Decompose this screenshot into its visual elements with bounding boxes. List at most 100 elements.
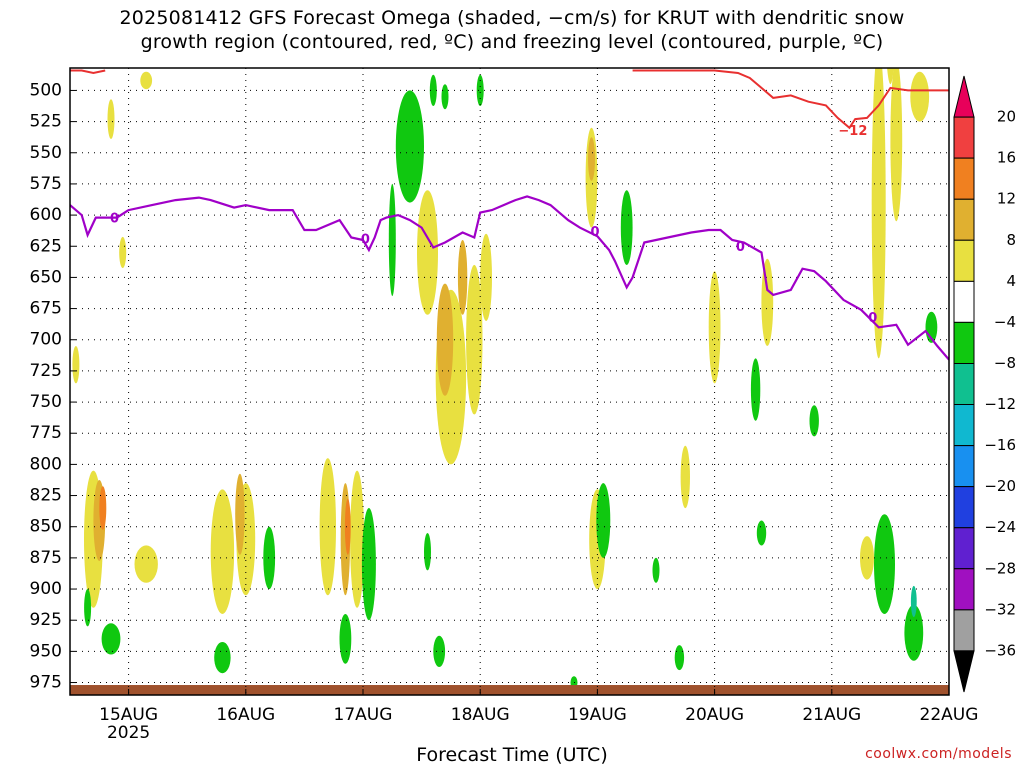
omega-cell-neg8 — [910, 585, 917, 618]
omega-cell-4 — [890, 68, 903, 222]
y-tick-label: 775 — [30, 423, 62, 443]
x-axis-title: Forecast Time (UTC) — [416, 744, 608, 766]
colorbar-swatch — [953, 527, 975, 570]
omega-cell-8 — [588, 137, 595, 181]
colorbar-label: −4 — [994, 313, 1016, 331]
terrain-strip — [70, 685, 949, 695]
omega-cell-4 — [140, 71, 153, 90]
omega-cell-neg4 — [429, 74, 437, 106]
omega-cell-4 — [319, 458, 336, 596]
y-tick-label: 825 — [30, 486, 62, 506]
omega-cell-neg4 — [476, 74, 484, 106]
omega-cell-neg4 — [424, 533, 431, 571]
omega-cell-neg4 — [750, 358, 761, 421]
omega-cell-8 — [235, 473, 245, 555]
x-tick-year: 2025 — [107, 723, 150, 743]
omega-cell-neg4 — [674, 645, 685, 671]
omega-cell-4 — [480, 233, 492, 321]
omega-cell-neg4 — [596, 483, 611, 558]
omega-cell-4 — [761, 258, 774, 346]
freezing-level-line — [70, 195, 949, 361]
colorbar-label: −28 — [984, 559, 1016, 577]
colorbar-label: −12 — [984, 395, 1016, 413]
omega-cell-4 — [466, 264, 483, 415]
omega-cell-neg4 — [214, 642, 231, 674]
colorbar-swatch — [953, 280, 975, 323]
x-tick-label: 21AUG — [802, 705, 861, 725]
colorbar-swatch — [953, 486, 975, 529]
plot-frame — [69, 67, 950, 696]
y-tick-label: 850 — [30, 517, 62, 537]
colorbar-swatch — [953, 239, 975, 282]
colorbar-swatch — [953, 609, 975, 652]
omega-cell-4 — [708, 271, 721, 384]
colorbar-label: 8 — [1006, 231, 1016, 249]
colorbar-swatch — [953, 75, 975, 118]
y-tick-label: 875 — [30, 548, 62, 568]
colorbar-swatch — [953, 445, 975, 488]
omega-cell-4 — [417, 190, 438, 315]
omega-cell-8 — [436, 283, 454, 396]
x-tick-label: 19AUG — [568, 705, 627, 725]
omega-cell-neg4 — [84, 589, 92, 627]
omega-cell-4 — [134, 545, 158, 583]
omega-cell-4 — [860, 536, 874, 580]
y-tick-label: 750 — [30, 392, 62, 412]
omega-cell-neg4 — [361, 507, 376, 621]
freezing-level-label: 0 — [110, 211, 119, 226]
omega-cell-neg4 — [904, 604, 924, 661]
colorbar-label: −20 — [984, 477, 1016, 495]
dgz-contour-line — [632, 69, 949, 130]
colorbar-label: −36 — [984, 641, 1016, 659]
y-tick-label: 700 — [30, 330, 62, 350]
y-tick-label: 575 — [30, 174, 62, 194]
omega-cell-neg4 — [756, 520, 767, 546]
y-tick-label: 525 — [30, 112, 62, 132]
contours — [70, 69, 949, 361]
x-tick-label: 20AUG — [685, 705, 744, 725]
omega-cell-neg4 — [441, 84, 449, 110]
x-tick-label: 16AUG — [216, 705, 275, 725]
omega-shading — [72, 68, 938, 689]
x-tick-label: 17AUG — [334, 705, 393, 725]
y-tick-label: 600 — [30, 205, 62, 225]
dgz-contour-line — [70, 69, 106, 75]
y-tick-label: 650 — [30, 267, 62, 287]
y-tick-label: 675 — [30, 299, 62, 319]
chart-title-line2: growth region (contoured, red, ºC) and f… — [140, 31, 884, 53]
omega-cell-neg4 — [652, 557, 660, 583]
colorbar-label: 4 — [1006, 272, 1016, 290]
x-tick-label: 22AUG — [920, 705, 979, 725]
omega-cell-4 — [887, 68, 894, 85]
grid — [70, 68, 950, 695]
colorbar-swatch — [953, 650, 975, 693]
omega-cell-4 — [350, 470, 365, 608]
freezing-level-label: 0 — [868, 311, 877, 326]
credit-link[interactable]: coolwx.com/models — [865, 746, 1012, 762]
colorbar: 20 16 12 8 4 −4 −8 −12 −16 −20 −24 −28 −32 −36 — [953, 75, 1016, 693]
omega-cell-4 — [910, 71, 930, 122]
y-tick-label: 950 — [30, 641, 62, 661]
omega-cell-4 — [680, 445, 690, 509]
omega-cell-neg4 — [433, 635, 446, 668]
omega-cell-neg4 — [874, 514, 895, 614]
colorbar-label: 12 — [997, 190, 1016, 208]
colorbar-label: 16 — [997, 149, 1016, 167]
omega-cell-neg4 — [395, 90, 424, 203]
freezing-level-label: 0 — [361, 233, 370, 248]
omega-cell-4 — [72, 346, 80, 384]
omega-cell-4 — [119, 236, 127, 269]
colorbar-label: −16 — [984, 436, 1016, 454]
omega-cell-neg4 — [620, 190, 633, 265]
omega-cell-4 — [107, 99, 115, 139]
y-tick-label: 550 — [30, 143, 62, 163]
colorbar-swatch — [953, 321, 975, 364]
y-tick-label: 800 — [30, 454, 62, 474]
colorbar-swatch — [953, 198, 975, 241]
omega-cell-neg4 — [101, 623, 121, 655]
freezing-level-label: 0 — [736, 240, 745, 255]
y-tick-label: 500 — [30, 80, 62, 100]
colorbar-swatch — [953, 116, 975, 159]
colorbar-swatch — [953, 157, 975, 200]
